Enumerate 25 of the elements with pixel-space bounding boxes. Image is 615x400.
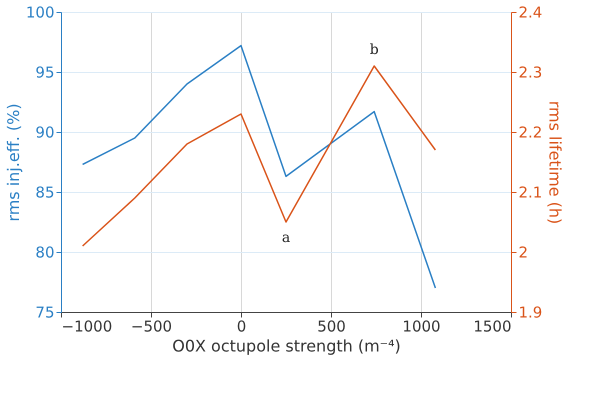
y2-axis-title: rms lifetime (h) <box>545 100 564 224</box>
y-axis-title: rms inj.eff. (%) <box>4 103 23 222</box>
x-tick-label: 500 <box>317 318 346 336</box>
x-tick-label: 0 <box>236 318 246 336</box>
annotation: a <box>282 230 290 246</box>
y-tick-label: 75 <box>35 304 54 322</box>
annotation: b <box>370 42 379 58</box>
x-tick-label: −500 <box>130 318 172 336</box>
y2-tick-label: 2.2 <box>518 124 542 142</box>
line-series <box>82 65 436 247</box>
y2-tick-label: 2.3 <box>518 64 542 82</box>
y2-tick-label: 2.4 <box>518 4 542 22</box>
x-tick-label: 1000 <box>402 318 441 336</box>
y-tick-label: 95 <box>35 64 54 82</box>
y-tick-label: 90 <box>35 124 54 142</box>
y2-tick-label: 2.1 <box>518 184 542 202</box>
y-tick-label: 80 <box>35 244 54 262</box>
x-tick-label: −1000 <box>62 318 112 336</box>
y2-tick-label: 1.9 <box>518 304 542 322</box>
x-axis-title: O0X octupole strength (m⁻⁴) <box>172 336 401 356</box>
line-series <box>82 44 436 289</box>
y-tick-label: 85 <box>35 184 54 202</box>
y2-tick-label: 2 <box>518 244 528 262</box>
y-tick-label: 100 <box>26 4 54 22</box>
x-tick-label: 1500 <box>473 318 512 336</box>
